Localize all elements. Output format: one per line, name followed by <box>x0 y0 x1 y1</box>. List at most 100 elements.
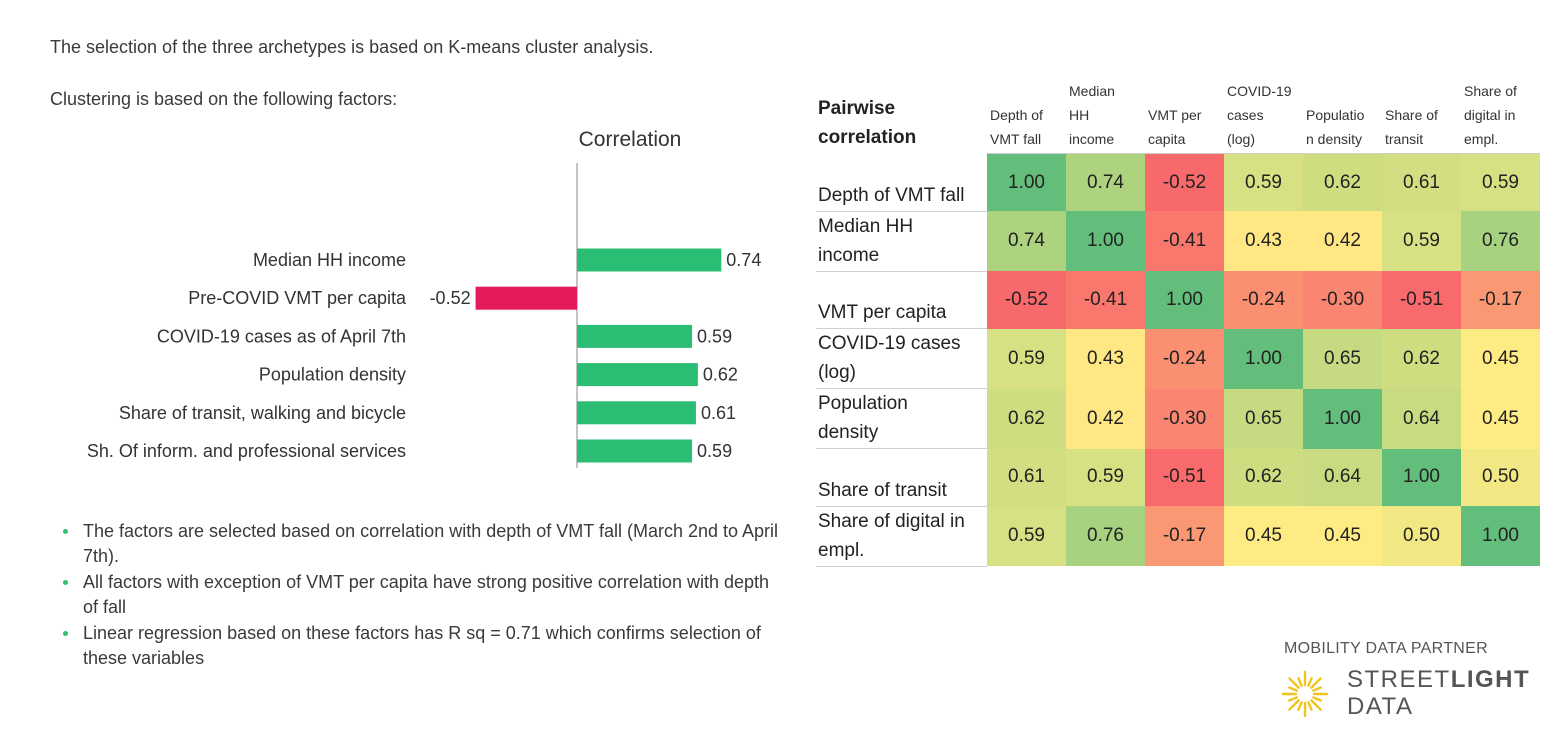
matrix-title: Pairwise correlation <box>818 97 917 148</box>
matrix-cell-7-7: 1.00 <box>1461 506 1540 566</box>
sunburst-ray <box>1307 701 1313 711</box>
sunburst-ray <box>1297 677 1303 687</box>
matrix-cell-3-5: -0.30 <box>1303 271 1382 329</box>
matrix-row: Population density 0.62 0.42 -0.30 0.65 1.00 0.… <box>816 388 1540 449</box>
matrix-cell-2-1: 0.74 <box>987 211 1066 271</box>
matrix-cell-5-7: 0.45 <box>1461 388 1540 449</box>
sunburst-ray <box>1288 696 1298 702</box>
matrix-cell-1-5: 0.62 <box>1303 153 1382 211</box>
matrix-cell-4-5: 0.65 <box>1303 328 1382 389</box>
bar-2 <box>475 286 577 310</box>
matrix-cell-3-6: -0.51 <box>1382 271 1461 329</box>
matrix-row-header-4: COVID-19 cases (log) <box>816 328 987 389</box>
sunburst-ray <box>1312 696 1322 702</box>
matrix-cell-7-3: -0.17 <box>1145 506 1224 566</box>
bar-6 <box>577 439 693 463</box>
matrix-cell-2-2: 1.00 <box>1066 211 1145 271</box>
matrix-cell-6-4: 0.62 <box>1224 448 1303 506</box>
matrix-column-header-6: Share of transit <box>1382 79 1461 154</box>
bar-category-label-3: COVID-19 cases as of April 7th <box>157 326 406 346</box>
sunburst-ray <box>1288 686 1298 692</box>
matrix-cell-7-1: 0.59 <box>987 506 1066 566</box>
matrix-cell-4-6: 0.62 <box>1382 328 1461 389</box>
bar-3 <box>577 324 693 348</box>
intro-line-1: The selection of the three archetypes is… <box>50 37 654 57</box>
bar-1 <box>577 248 722 272</box>
bar-chart-title: Correlation <box>579 128 682 151</box>
matrix-cell-2-6: 0.59 <box>1382 211 1461 271</box>
sunburst-icon <box>1281 670 1329 718</box>
matrix-cell-6-5: 0.64 <box>1303 448 1382 506</box>
matrix-row: Share of transit 0.61 0.59 -0.51 0.62 0.64 1.0… <box>816 448 1540 507</box>
sunburst-ray <box>1307 677 1313 687</box>
brand-name-light: LIGHT <box>1450 666 1531 693</box>
matrix-column-header-7: Share of digital in empl. <box>1461 79 1540 154</box>
matrix-cell-1-6: 0.61 <box>1382 153 1461 211</box>
matrix-cell-4-7: 0.45 <box>1461 328 1540 389</box>
sunburst-ray <box>1310 677 1322 689</box>
matrix-row: COVID-19 cases (log) 0.59 0.43 -0.24 1.00 0.65… <box>816 328 1540 389</box>
bar-value-label-6: 0.59 <box>697 441 732 461</box>
bar-value-label-4: 0.62 <box>703 365 738 385</box>
sunburst-ray <box>1288 699 1300 711</box>
bar-value-label-5: 0.61 <box>701 403 736 423</box>
brand-name-street: STREET <box>1347 666 1451 693</box>
matrix-cell-1-2: 0.74 <box>1066 153 1145 211</box>
matrix-row-header-7: Share of digital in empl. <box>816 506 987 567</box>
matrix-cell-6-2: 0.59 <box>1066 448 1145 506</box>
intro-line-2: Clustering is based on the following fac… <box>50 89 398 109</box>
bar-value-label-3: 0.59 <box>697 326 732 346</box>
brand-name-line-1: STREETLIGHT <box>1347 666 1530 694</box>
sunburst-ray <box>1288 677 1300 689</box>
matrix-row-header-6: Share of transit <box>816 448 987 507</box>
matrix-cell-4-3: -0.24 <box>1145 328 1224 389</box>
matrix-cell-7-5: 0.45 <box>1303 506 1382 566</box>
matrix-cell-7-4: 0.45 <box>1224 506 1303 566</box>
matrix-cell-5-4: 0.65 <box>1224 388 1303 449</box>
matrix-column-header-3: VMT per capita <box>1145 79 1224 154</box>
matrix-cell-3-3: 1.00 <box>1145 271 1224 329</box>
matrix-cell-2-4: 0.43 <box>1224 211 1303 271</box>
matrix-cell-5-3: -0.30 <box>1145 388 1224 449</box>
bar-value-label-2: -0.52 <box>430 288 471 308</box>
sunburst-ray <box>1310 699 1322 711</box>
matrix-cell-6-6: 1.00 <box>1382 448 1461 506</box>
findings-list: The factors are selected based on correl… <box>62 519 782 672</box>
bar-category-label-5: Share of transit, walking and bicycle <box>119 403 406 423</box>
finding-bullet-2: All factors with exception of VMT per ca… <box>62 570 782 620</box>
matrix-cell-2-5: 0.42 <box>1303 211 1382 271</box>
matrix-row-header-3: VMT per capita <box>816 271 987 329</box>
matrix-cell-3-1: -0.52 <box>987 271 1066 329</box>
matrix-cell-1-4: 0.59 <box>1224 153 1303 211</box>
bar-category-label-4: Population density <box>259 365 406 385</box>
matrix-row-header-2: Median HH income <box>816 211 987 272</box>
matrix-cell-5-5: 1.00 <box>1303 388 1382 449</box>
matrix-cell-1-3: -0.52 <box>1145 153 1224 211</box>
matrix-cell-3-7: -0.17 <box>1461 271 1540 329</box>
matrix-cell-1-7: 0.59 <box>1461 153 1540 211</box>
matrix-column-header-5: Populatio n density <box>1303 79 1382 154</box>
bar-4 <box>577 363 698 387</box>
matrix-cell-5-2: 0.42 <box>1066 388 1145 449</box>
sunburst-ray <box>1312 686 1322 692</box>
matrix-cell-7-2: 0.76 <box>1066 506 1145 566</box>
matrix-column-header-1: Depth of VMT fall <box>987 79 1066 154</box>
matrix-column-header-4: COVID-19 cases (log) <box>1224 79 1303 154</box>
brand-tagline: MOBILITY DATA PARTNER <box>1284 640 1488 657</box>
matrix-row: Median HH income 0.74 1.00 -0.41 0.43 0.42 0.59… <box>816 211 1540 272</box>
matrix-cell-4-4: 1.00 <box>1224 328 1303 389</box>
matrix-cell-7-6: 0.50 <box>1382 506 1461 566</box>
finding-bullet-3: Linear regression based on these factors… <box>62 621 782 671</box>
matrix-row: Share of digital in empl. 0.59 0.76 -0.17 0.4… <box>816 506 1540 567</box>
matrix-cell-5-1: 0.62 <box>987 388 1066 449</box>
matrix-cell-5-6: 0.64 <box>1382 388 1461 449</box>
correlation-bar-chart: Correlation Median HH income 0.74 Pre-COVI… <box>87 128 761 468</box>
matrix-cell-6-3: -0.51 <box>1145 448 1224 506</box>
matrix-cell-4-1: 0.59 <box>987 328 1066 389</box>
pairwise-correlation-matrix: Pairwise correlation Depth of VMT fall Media… <box>816 79 1540 567</box>
matrix-cell-1-1: 1.00 <box>987 153 1066 211</box>
matrix-row-header-5: Population density <box>816 388 987 449</box>
matrix-cell-3-2: -0.41 <box>1066 271 1145 329</box>
bar-5 <box>577 401 696 425</box>
matrix-row-header-1: Depth of VMT fall <box>816 153 987 212</box>
